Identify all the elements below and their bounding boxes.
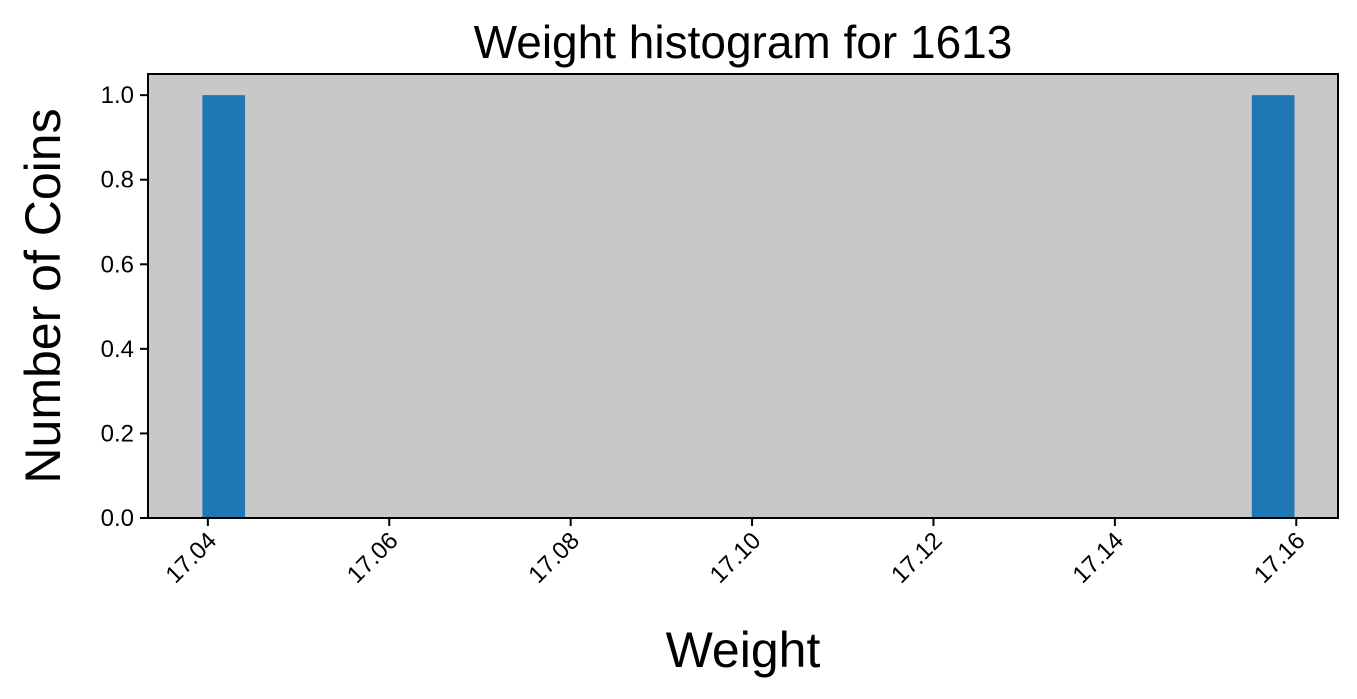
x-tick-label: 17.10 [705, 527, 767, 589]
histogram-bar-2 [1251, 95, 1295, 519]
x-axis-ticks: 17.04 17.06 17.08 17.10 17.12 17.14 17.16 [161, 518, 1311, 589]
y-tick-label: 1.0 [101, 82, 134, 109]
y-axis-label: Number of Coins [15, 108, 71, 483]
x-tick-label: 17.12 [886, 527, 948, 589]
plot-frame [147, 73, 1339, 519]
plot-area [148, 74, 1338, 518]
x-tick-label: 17.16 [1249, 527, 1311, 589]
x-tick-label: 17.08 [523, 527, 585, 589]
chart-title: Weight histogram for 1613 [474, 16, 1013, 68]
y-tick-label: 0.2 [101, 420, 134, 447]
y-tick-label: 0.6 [101, 251, 134, 278]
x-tick-label: 17.06 [342, 527, 404, 589]
y-tick-label: 0.4 [101, 336, 134, 363]
bars-layer [202, 95, 1295, 519]
y-axis-ticks: 0.0 0.2 0.4 0.6 0.8 1.0 [101, 82, 148, 532]
y-tick-label: 0.0 [101, 505, 134, 532]
histogram-bar-1 [202, 95, 246, 519]
x-tick-label: 17.14 [1068, 527, 1130, 589]
x-tick-label: 17.04 [161, 527, 223, 589]
y-tick-label: 0.8 [101, 167, 134, 194]
x-axis-label: Weight [666, 622, 821, 678]
